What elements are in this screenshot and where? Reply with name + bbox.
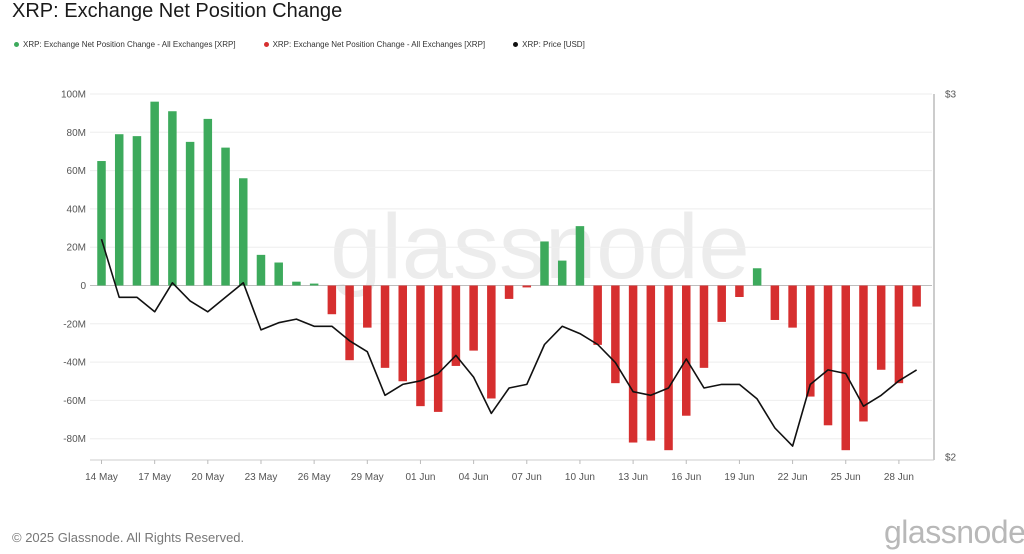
legend: XRP: Exchange Net Position Change - All … [14,40,585,49]
bar[interactable] [221,147,230,286]
price-line-series [100,238,918,447]
bar[interactable] [628,285,638,443]
bar[interactable] [841,285,850,451]
bar[interactable] [540,241,549,286]
y-tick-label: 20M [67,243,86,254]
legend-label: XRP: Price [USD] [522,40,585,49]
bar[interactable] [309,283,319,286]
bar[interactable] [735,285,744,297]
bar[interactable] [770,285,780,320]
bar[interactable] [150,101,159,286]
bar-series [97,101,921,451]
bar[interactable] [327,285,337,315]
y-tick-label: 60M [67,166,86,177]
bar[interactable] [97,161,106,286]
bar[interactable] [363,285,372,328]
bar[interactable] [132,136,142,286]
x-tick-label: 04 Jun [459,472,489,483]
bar[interactable] [912,285,921,307]
copyright-text: © 2025 Glassnode. All Rights Reserved. [12,530,245,545]
x-tick-label: 26 May [298,472,331,483]
bar[interactable] [185,141,195,286]
x-tick-label: 10 Jun [565,472,595,483]
y-tick-label: 100M [61,90,86,101]
bar[interactable] [504,285,514,299]
legend-dot-red-icon [263,42,269,47]
bar[interactable] [114,134,124,286]
x-tick-label: 28 Jun [884,472,914,483]
bar[interactable] [557,260,567,286]
bar[interactable] [168,111,177,286]
x-tick-label: 01 Jun [405,472,435,483]
bar[interactable] [806,285,815,397]
bar[interactable] [522,285,532,288]
y-tick-label: -40M [63,358,86,369]
bar[interactable] [894,285,904,384]
x-tick-label: 14 May [85,472,118,483]
axes: 100M 80M 60M 40M 20M 0 -20M -40M -60M -80M $3 $2 14 … [61,90,957,484]
x-tick-label: 22 Jun [778,472,808,483]
y-tick-label: -60M [63,396,86,407]
bar[interactable] [433,285,443,412]
x-tick-label: 13 Jun [618,472,648,483]
bar[interactable] [823,285,833,426]
bar[interactable] [788,285,797,328]
bar[interactable] [575,226,585,286]
bar[interactable] [717,285,726,322]
legend-item-net-position-positive[interactable]: XRP: Exchange Net Position Change - All … [14,40,236,49]
legend-item-net-position-negative[interactable]: XRP: Exchange Net Position Change - All … [263,40,486,49]
x-tick-label: 07 Jun [512,472,542,483]
y-right-tick-label: $2 [945,453,957,464]
y-tick-label: 0 [80,281,86,292]
y-right-tick-label: $3 [945,90,957,101]
legend-dot-black-icon [513,42,519,47]
bar[interactable] [859,285,868,422]
bar[interactable] [416,285,425,407]
bar[interactable] [256,254,266,286]
legend-dot-green-icon [14,42,19,47]
bar[interactable] [345,285,354,361]
y-tick-label: 80M [67,128,86,139]
bar[interactable] [398,285,407,382]
bar[interactable] [699,285,709,368]
bar[interactable] [876,285,886,370]
legend-item-price[interactable]: XRP: Price [USD] [513,40,585,49]
bar[interactable] [274,262,283,286]
bar[interactable] [593,285,602,345]
bar[interactable] [487,285,496,399]
bar[interactable] [752,268,762,286]
legend-label: XRP: Exchange Net Position Change - All … [23,40,236,49]
x-tick-label: 25 Jun [831,472,861,483]
x-tick-label: 29 May [351,472,384,483]
x-tick-label: 19 Jun [724,472,754,483]
bar[interactable] [239,178,248,286]
y-tick-label: -80M [63,434,86,445]
bar[interactable] [664,285,673,451]
bar[interactable] [646,285,656,441]
legend-label: XRP: Exchange Net Position Change - All … [272,40,486,49]
bar[interactable] [292,281,301,286]
chart-title: XRP: Exchange Net Position Change [12,0,343,22]
x-tick-label: 17 May [138,472,171,483]
bar[interactable] [469,285,478,351]
y-tick-label: 40M [67,204,86,215]
bar[interactable] [611,285,620,384]
y-tick-label: -20M [63,319,86,330]
price-line[interactable] [100,238,918,447]
x-tick-label: 23 May [245,472,278,483]
bar[interactable] [451,285,461,366]
x-tick-label: 20 May [191,472,224,483]
bar[interactable] [380,285,390,368]
x-tick-label: 16 Jun [671,472,701,483]
glassnode-logo: glassnode [884,514,1024,550]
bar[interactable] [682,285,691,416]
bar[interactable] [203,118,213,286]
